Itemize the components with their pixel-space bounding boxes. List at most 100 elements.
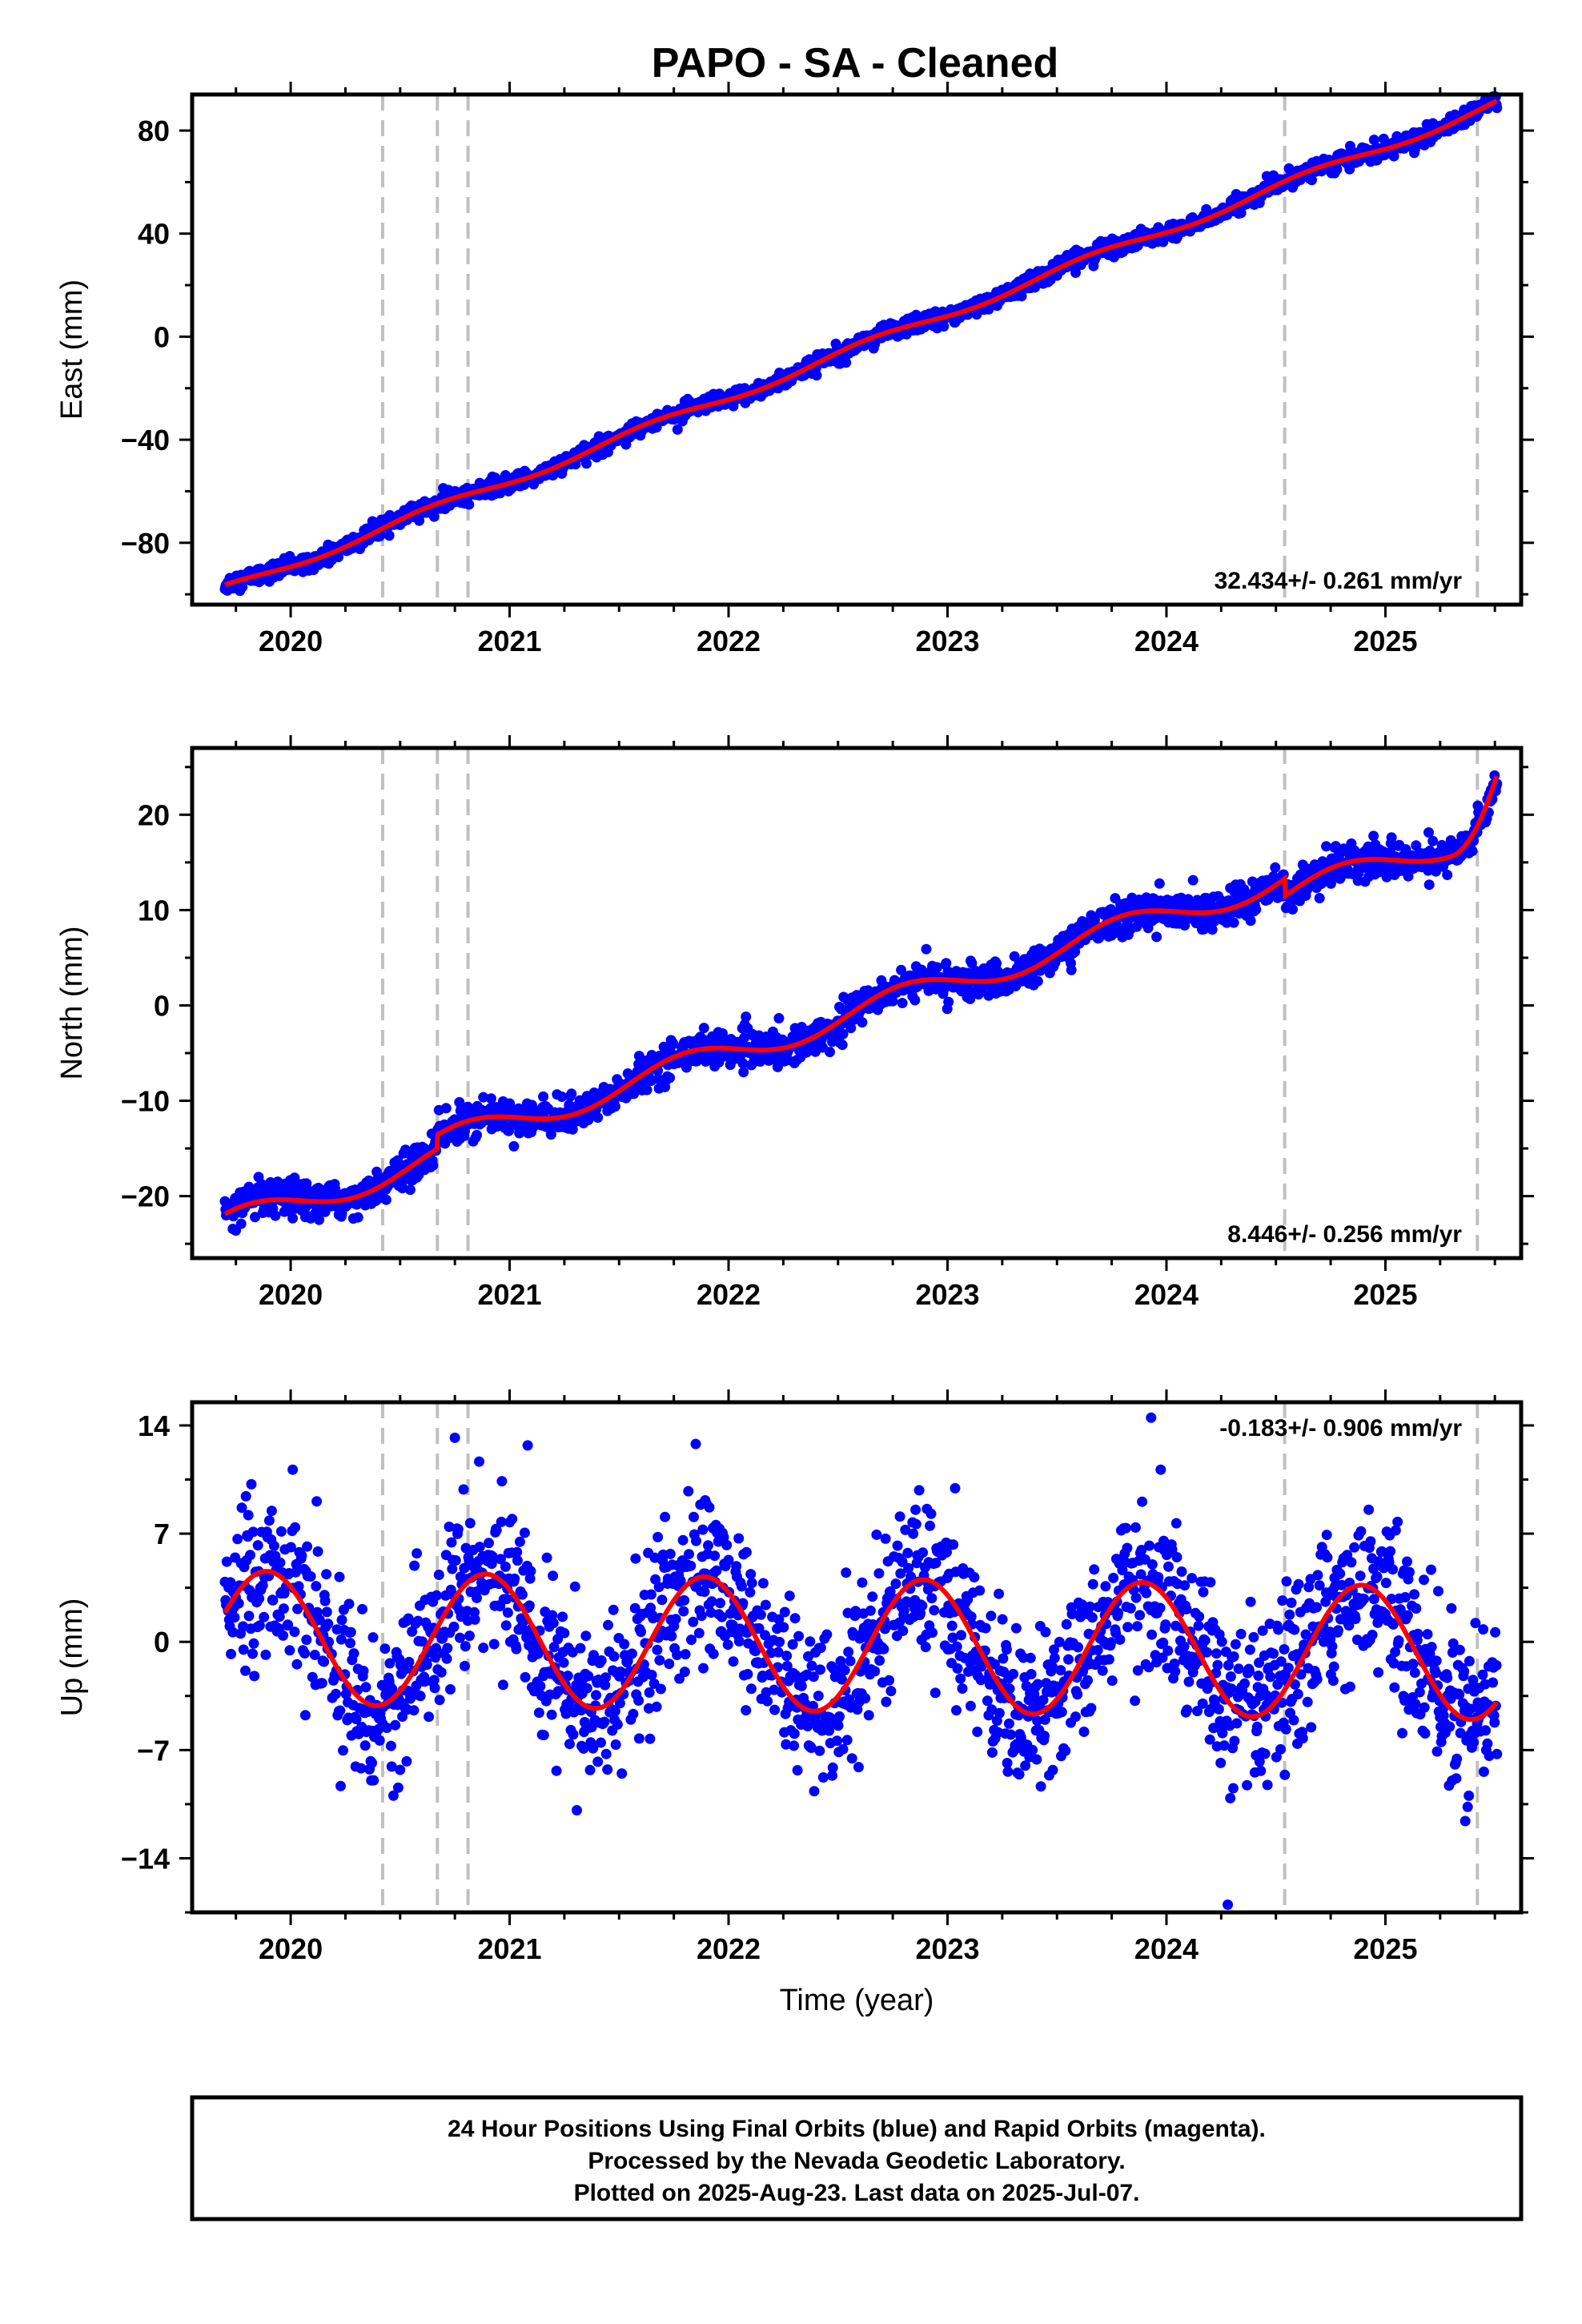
fit-line xyxy=(223,99,1498,588)
data-point xyxy=(305,1571,316,1582)
data-point xyxy=(789,1613,801,1624)
data-point xyxy=(805,1636,816,1647)
plot-frame xyxy=(190,92,1524,607)
data-point xyxy=(741,1011,752,1023)
data-point xyxy=(431,1590,442,1601)
data-point xyxy=(1314,893,1325,903)
data-point xyxy=(508,1140,520,1152)
data-point xyxy=(733,1533,745,1544)
data-point xyxy=(696,1610,707,1622)
data-point xyxy=(316,1678,327,1689)
data-point xyxy=(284,1645,295,1656)
data-point xyxy=(722,1639,733,1651)
x-tick-label: 2021 xyxy=(477,625,541,657)
data-point xyxy=(237,581,248,593)
data-point xyxy=(1307,175,1317,186)
data-point xyxy=(408,1705,420,1716)
data-point xyxy=(374,1735,385,1746)
data-point xyxy=(252,1540,263,1551)
data-point xyxy=(385,1740,396,1751)
data-point xyxy=(509,1573,520,1584)
data-point xyxy=(721,1539,733,1550)
data-point xyxy=(757,1578,769,1589)
data-point xyxy=(670,1614,681,1625)
data-point xyxy=(841,357,852,368)
data-point xyxy=(679,1594,690,1606)
data-point xyxy=(290,1522,301,1533)
velocity-label: 8.446+/- 0.256 mm/yr xyxy=(1227,1221,1462,1248)
data-point xyxy=(738,1067,749,1078)
data-point xyxy=(628,1708,639,1719)
data-point xyxy=(525,1566,536,1577)
data-point xyxy=(331,1688,341,1699)
data-point xyxy=(429,1683,440,1694)
data-point xyxy=(779,1606,790,1618)
data-point xyxy=(683,1486,694,1497)
data-point xyxy=(745,1683,757,1695)
data-point xyxy=(789,1728,800,1739)
data-point xyxy=(680,1649,691,1660)
data-point xyxy=(1368,830,1379,842)
y-tick-label: 0 xyxy=(154,320,170,353)
data-point xyxy=(260,1649,271,1660)
panel-north: 2020 2021 2022 2023 2024 2025−20−1001020North… xyxy=(55,735,1534,1311)
data-point xyxy=(472,1592,482,1603)
data-point xyxy=(395,1764,406,1775)
data-point xyxy=(619,1638,630,1650)
data-point xyxy=(345,1638,355,1649)
data-point xyxy=(815,1664,825,1675)
data-point xyxy=(703,1540,713,1551)
data-point xyxy=(321,1606,332,1618)
data-point xyxy=(644,1687,655,1698)
data-point xyxy=(698,1023,709,1034)
data-point xyxy=(535,1681,546,1691)
data-point xyxy=(591,1690,601,1701)
data-point xyxy=(644,1733,656,1744)
data-point xyxy=(608,1604,619,1615)
data-point xyxy=(966,958,978,969)
data-point xyxy=(259,1611,270,1622)
data-point xyxy=(558,1657,569,1668)
data-point xyxy=(538,1091,549,1102)
data-point xyxy=(232,1534,243,1545)
data-point xyxy=(871,1529,882,1540)
data-point xyxy=(250,1212,260,1223)
data-point xyxy=(533,1707,544,1719)
data-point xyxy=(825,1047,835,1058)
data-point xyxy=(546,1709,557,1720)
data-point xyxy=(610,1739,621,1750)
data-point xyxy=(319,1656,330,1667)
data-point xyxy=(817,1772,829,1783)
data-point xyxy=(311,1496,323,1507)
data-point xyxy=(685,1560,697,1571)
data-point xyxy=(1427,835,1439,846)
data-point xyxy=(636,1626,647,1638)
x-tick-label: 2020 xyxy=(259,1278,323,1311)
data-point xyxy=(336,1614,347,1626)
data-point xyxy=(581,1683,592,1694)
data-point xyxy=(243,1510,254,1521)
data-point xyxy=(688,1616,699,1627)
data-point xyxy=(596,1737,606,1748)
data-point xyxy=(500,1620,512,1631)
x-tick-label: 2020 xyxy=(259,625,323,657)
chart-title: PAPO - SA - Cleaned xyxy=(652,40,1059,86)
data-point xyxy=(789,1740,800,1751)
data-point xyxy=(446,1537,457,1548)
data-point xyxy=(709,1550,721,1562)
data-point xyxy=(930,1687,941,1699)
data-point xyxy=(652,1644,663,1655)
data-point xyxy=(792,1765,803,1775)
data-point xyxy=(367,1757,377,1768)
data-point xyxy=(865,1605,876,1616)
data-point xyxy=(311,1581,322,1592)
data-point xyxy=(665,1072,676,1084)
data-point xyxy=(890,1578,901,1590)
data-point xyxy=(469,1614,480,1625)
data-point xyxy=(254,1593,265,1604)
data-point xyxy=(897,1625,909,1636)
data-point xyxy=(843,1647,854,1658)
data-point xyxy=(1442,870,1453,880)
data-point xyxy=(452,1524,464,1534)
data-point xyxy=(548,1618,559,1629)
